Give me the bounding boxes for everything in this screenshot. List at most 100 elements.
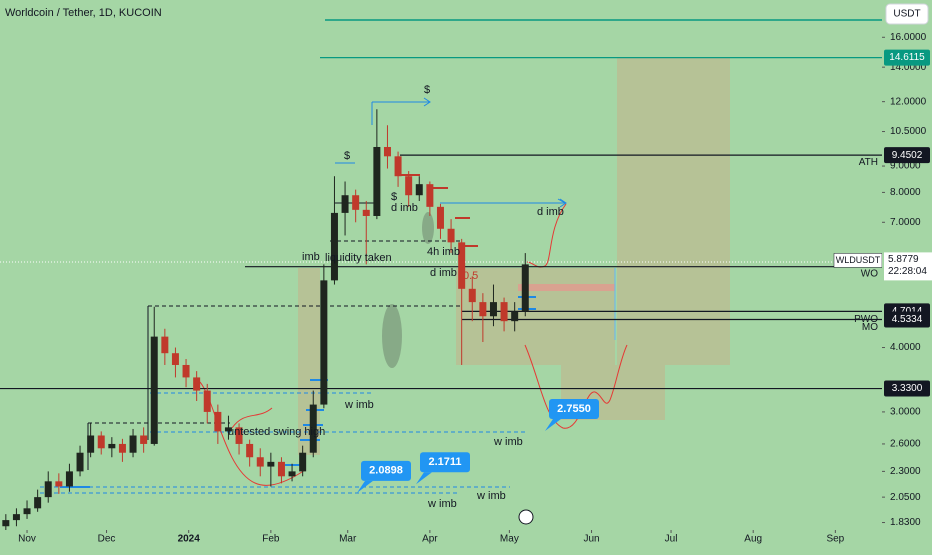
- level-label: 14.6115: [889, 52, 925, 63]
- y-tick-label: 4.0000: [890, 342, 921, 353]
- candle-body: [468, 288, 476, 303]
- candle-body: [489, 302, 497, 317]
- zone: [456, 268, 615, 365]
- candle-body: [246, 443, 254, 458]
- chart-title: Worldcoin / Tether, 1D, KUCOIN: [5, 7, 162, 19]
- annotation: w imb: [476, 490, 506, 502]
- candle-body: [140, 435, 148, 444]
- candle-body: [362, 209, 370, 216]
- candle-body: [76, 452, 84, 472]
- x-tick-label: May: [500, 534, 519, 545]
- annotation: 4h imb: [427, 246, 460, 258]
- x-tick-label: Sep: [826, 534, 844, 545]
- candle-body: [214, 411, 222, 432]
- candle-body: [405, 176, 413, 196]
- arrow: [440, 198, 567, 204]
- candle-body: [161, 336, 169, 354]
- level-label: 4.5334: [892, 314, 923, 325]
- icon: [518, 509, 534, 525]
- level-label-box: [884, 49, 930, 66]
- candle-body: [415, 184, 423, 196]
- currency-box[interactable]: [885, 3, 929, 25]
- level-label-box: [884, 380, 930, 397]
- annotation: imb: [302, 251, 320, 263]
- y-tick-label: 14.0000: [890, 62, 927, 73]
- y-tick-label: 1.8300: [890, 517, 921, 528]
- candle-body: [458, 242, 466, 289]
- symbol: WLDUSDT: [836, 255, 881, 265]
- level-name: WO: [861, 268, 878, 279]
- annotation: d imb: [430, 267, 457, 279]
- x-tick-label: Jun: [583, 534, 599, 545]
- candle-body: [23, 508, 31, 515]
- currency: USDT: [893, 9, 920, 20]
- zone: [518, 284, 615, 291]
- candle-body: [203, 390, 211, 412]
- candle-body: [118, 443, 126, 453]
- candle-body: [12, 514, 20, 521]
- annotation: w imb: [344, 399, 374, 411]
- level-label: 3.3300: [892, 383, 923, 394]
- level-name: PWO: [854, 314, 878, 325]
- candle-body: [87, 435, 95, 453]
- y-tick-label: 7.0000: [890, 217, 921, 228]
- callout-box: [549, 398, 599, 419]
- level-name: MO: [862, 322, 878, 333]
- callout-label: 2.7550: [557, 403, 591, 415]
- candle-body: [44, 481, 52, 498]
- level-name: ATH: [859, 157, 878, 168]
- candle-body: [479, 302, 487, 317]
- candle-body: [426, 184, 434, 207]
- candle-body: [320, 280, 328, 405]
- candle-body: [267, 461, 275, 467]
- candle-body: [65, 471, 73, 487]
- x-tick-label: Mar: [339, 534, 357, 545]
- x-tick-label: Apr: [422, 534, 438, 545]
- level-label: 9.4502: [892, 150, 923, 161]
- x-tick-label: Nov: [18, 534, 36, 545]
- countdown: 22:28:04: [888, 266, 927, 277]
- candle-body: [341, 195, 349, 213]
- y-tick-label: 8.0000: [890, 187, 921, 198]
- last-price-box: [884, 252, 932, 281]
- candle-body: [383, 146, 391, 157]
- candle-body: [182, 364, 190, 378]
- y-tick-label: 2.6000: [890, 439, 921, 450]
- candle-body: [299, 452, 307, 472]
- projection: [526, 203, 567, 268]
- annotation: d imb: [391, 202, 418, 214]
- level-label-box: [884, 311, 930, 328]
- annotation: $: [344, 150, 350, 162]
- level-label-box: [884, 147, 930, 164]
- candle-body: [500, 302, 508, 322]
- candle-body: [224, 427, 232, 432]
- candle-body: [352, 195, 360, 210]
- candles: [0, 56, 882, 532]
- candle-body: [97, 435, 105, 449]
- callout-box: [361, 460, 411, 481]
- candle-body: [511, 311, 519, 322]
- last-price: 5.8779: [888, 254, 919, 265]
- candle-body: [309, 404, 317, 453]
- candle-body: [55, 481, 63, 487]
- candle-body: [235, 427, 243, 444]
- candle-body: [277, 461, 285, 477]
- projection: [231, 407, 273, 429]
- y-tick-label: 9.0000: [890, 161, 921, 172]
- callout-pointer: [545, 418, 561, 431]
- candle-body: [108, 443, 116, 449]
- y-tick-label: 2.3000: [890, 466, 921, 477]
- x-tick-label: 2024: [178, 534, 201, 545]
- candle-body: [34, 497, 42, 509]
- x-tick-label: Feb: [262, 534, 280, 545]
- annotation: liquidity taken: [325, 252, 392, 264]
- candle-body: [288, 471, 296, 477]
- y-tick-label: 12.0000: [890, 96, 927, 107]
- y-tick-label: 16.0000: [890, 32, 927, 43]
- callout-pointer: [357, 480, 373, 493]
- candle-body: [330, 212, 338, 281]
- y-tick-label: 2.0500: [890, 492, 921, 503]
- zone: [617, 57, 730, 365]
- annotation: $: [424, 84, 430, 96]
